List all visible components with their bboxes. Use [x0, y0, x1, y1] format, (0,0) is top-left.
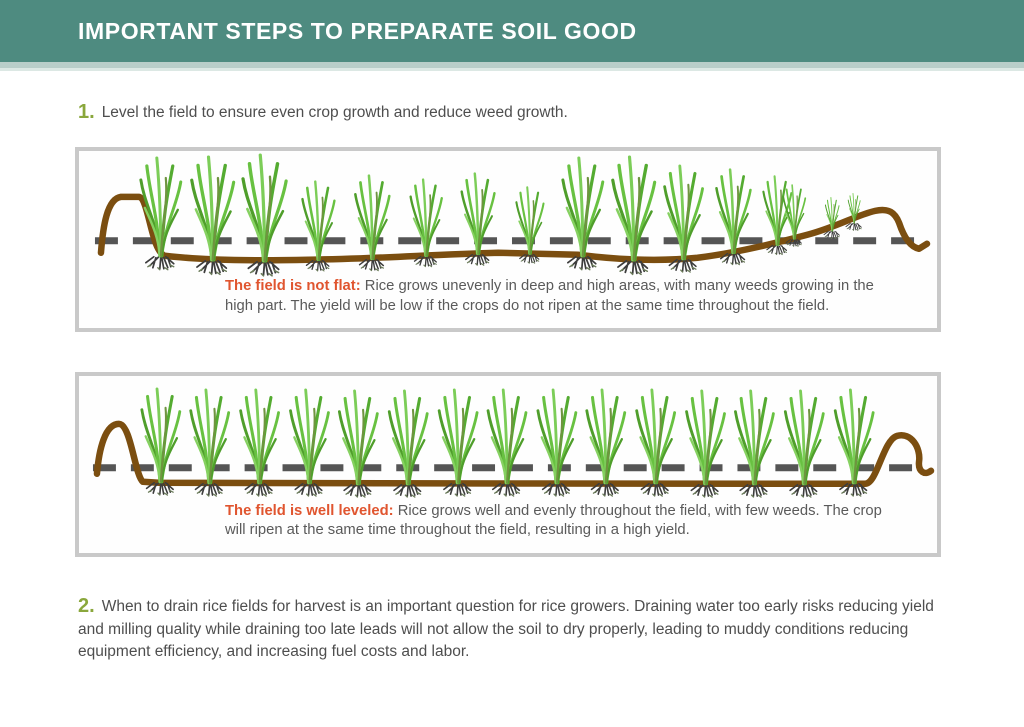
- rice-plant-icon: [782, 184, 807, 241]
- header-bar: IMPORTANT STEPS TO PREPARATE SOIL GOOD: [0, 0, 1024, 62]
- panel-caption: The field is well leveled: Rice grows we…: [79, 502, 937, 553]
- rice-plant-icon: [663, 164, 705, 261]
- plant-roots-icon: [720, 253, 746, 266]
- step-text-1: Level the field to ensure even crop grow…: [101, 104, 568, 121]
- rice-plant-icon: [354, 174, 391, 261]
- step-text-2: When to drain rice fields for harvest is…: [78, 597, 934, 661]
- plant-roots-icon: [393, 484, 422, 498]
- plant-roots-icon: [196, 260, 228, 276]
- step-number-2: 2.: [78, 594, 95, 617]
- step-number-1: 1.: [78, 101, 95, 123]
- rice-field-illustration-uneven: [94, 153, 931, 278]
- plant-roots-icon: [845, 223, 862, 232]
- rice-plant-icon: [301, 180, 336, 262]
- caption-text: Rice grows well and evenly throughout th…: [225, 502, 882, 539]
- rice-plant-icon: [387, 389, 429, 486]
- soil-surface-line: [97, 194, 931, 264]
- plant-roots-icon: [358, 259, 385, 272]
- soil-surface-line: [93, 420, 935, 488]
- step-item-1: 1. Level the field to ensure even crop gr…: [78, 97, 964, 125]
- plant-roots-icon: [343, 484, 372, 498]
- step-item-2: 2. When to drain rice fields for harvest …: [78, 591, 964, 663]
- field-panel-well-leveled: The field is well leveled: Rice grows we…: [75, 372, 941, 557]
- plant-roots-icon: [766, 245, 788, 256]
- rice-plant-icon: [190, 155, 236, 262]
- page-title: IMPORTANT STEPS TO PREPARATE SOIL GOOD: [78, 17, 637, 44]
- rice-field-illustration-level: [92, 387, 935, 498]
- rice-plant-icon: [241, 153, 288, 263]
- plant-roots-icon: [668, 259, 697, 274]
- rice-plant-icon: [611, 155, 657, 262]
- caption-lead: The field is not flat:: [225, 278, 361, 295]
- plant-roots-icon: [247, 261, 280, 278]
- header-accent-band: [0, 62, 1024, 68]
- rice-plant-icon: [409, 178, 444, 258]
- caption-text: Rice grows unevenly in deep and high are…: [225, 278, 874, 314]
- header-accent-line: [0, 68, 1024, 71]
- panel-caption: The field is not flat: Rice grows uneven…: [79, 277, 937, 328]
- field-panel-not-flat: The field is not flat: Rice grows uneven…: [75, 147, 941, 333]
- caption-lead: The field is well leveled:: [225, 502, 394, 519]
